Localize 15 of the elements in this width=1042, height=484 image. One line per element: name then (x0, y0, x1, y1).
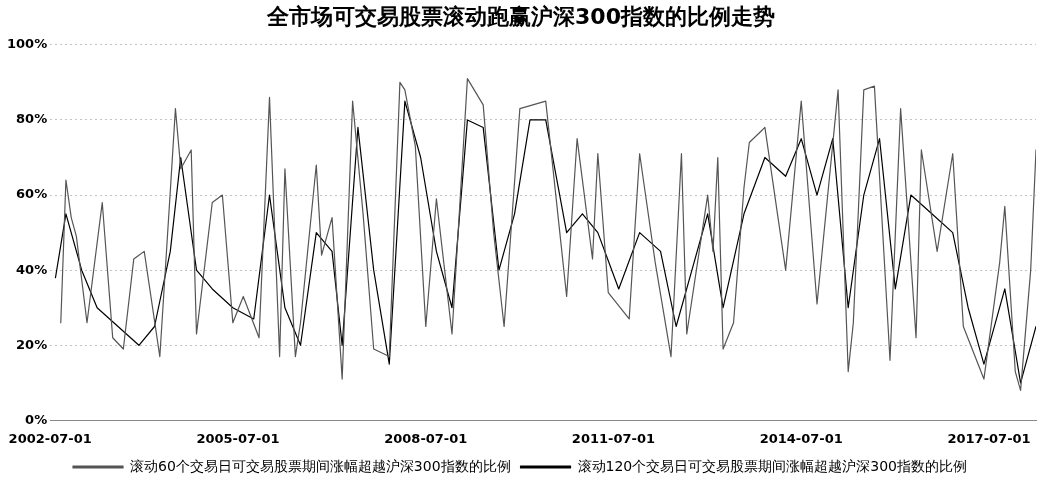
y-tick-label: 100% (6, 36, 48, 52)
x-tick-label: 2014-07-01 (759, 430, 843, 446)
y-tick-label: 80% (16, 111, 48, 127)
y-tick-label: 60% (16, 186, 48, 202)
x-tick-label: 2002-07-01 (8, 430, 92, 446)
legend-label: 滚动60个交易日可交易股票期间涨幅超越沪深300指数的比例 (130, 457, 511, 474)
x-tick-label: 2008-07-01 (384, 430, 468, 446)
y-tick-label: 20% (16, 336, 48, 352)
y-tick-label: 40% (16, 261, 48, 277)
x-tick-label: 2017-07-01 (947, 430, 1031, 446)
y-tick-label: 0% (25, 411, 48, 427)
legend-label: 滚动120个交易日可交易股票期间涨幅超越沪深300指数的比例 (577, 457, 967, 474)
x-tick-label: 2005-07-01 (196, 430, 280, 446)
x-tick-label: 2011-07-01 (571, 430, 655, 446)
chart-title: 全市场可交易股票滚动跑赢沪深300指数的比例走势 (266, 3, 776, 31)
